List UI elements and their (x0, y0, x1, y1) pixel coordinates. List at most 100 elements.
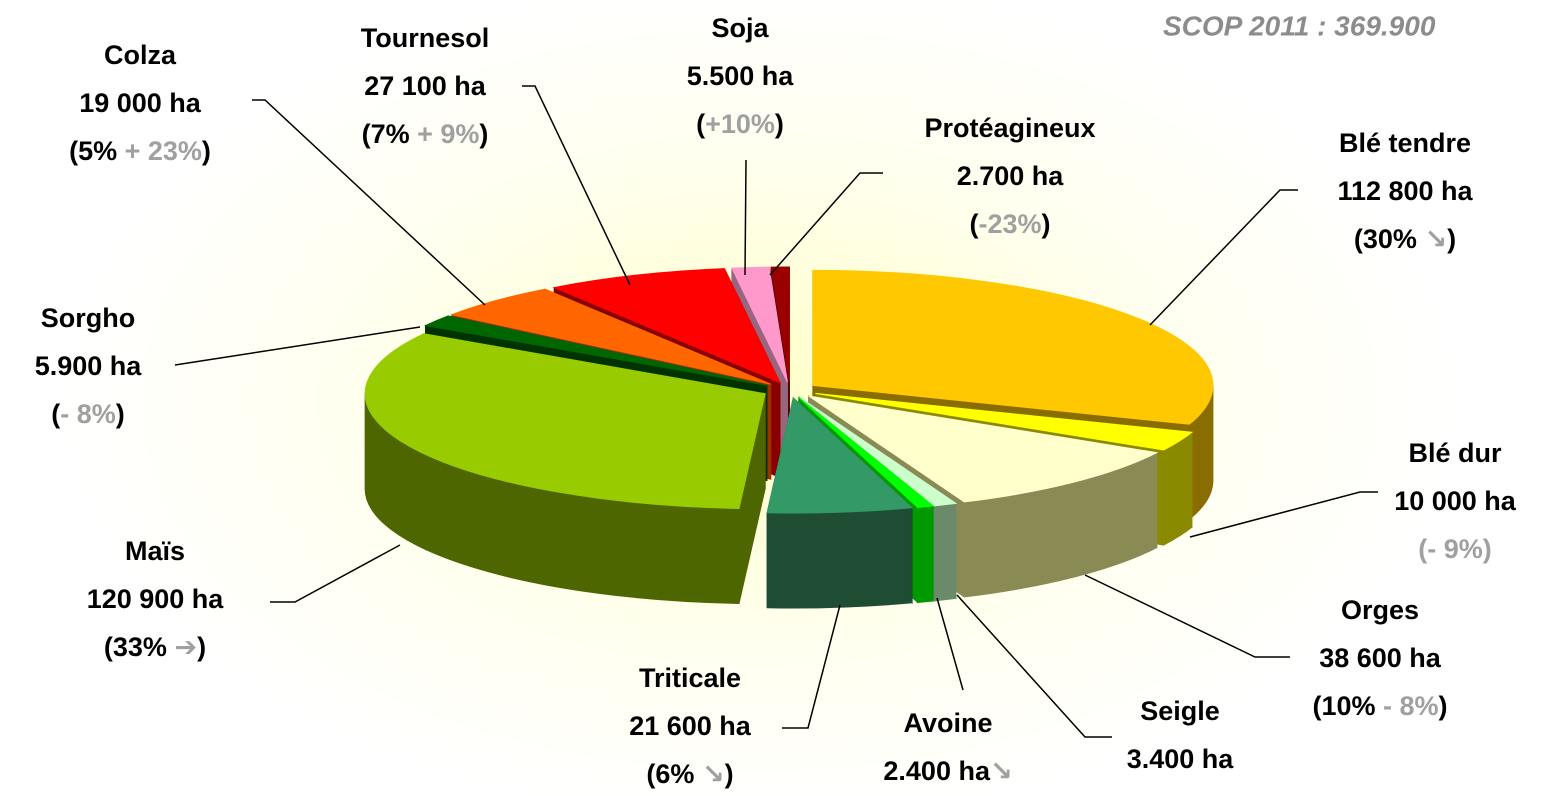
detail-part: ( (696, 109, 705, 139)
value-label: 112 800 ha (1337, 176, 1473, 206)
value-label: 3.400 ha (1127, 744, 1235, 774)
slice (770, 266, 790, 383)
detail-label: (- 9%) (1418, 534, 1492, 564)
leader-line (769, 172, 883, 276)
leader-line (1149, 189, 1298, 326)
detail-label: (10% - 8%) (1312, 691, 1447, 721)
detail-part: ) (775, 109, 784, 139)
detail-part: ↘ (1424, 224, 1447, 254)
slice (799, 397, 958, 507)
category-label: Blé tendre (1339, 128, 1471, 158)
detail-label: (- 8%) (51, 399, 125, 429)
detail-part: ➔ (174, 632, 197, 662)
value-text: 21 600 ha (629, 711, 752, 741)
detail-part: ( (51, 399, 60, 429)
detail-label: (6% ↘) (646, 759, 733, 789)
category-label: Tournesol (361, 23, 490, 53)
category-label: Avoine (903, 708, 992, 738)
slice (731, 266, 788, 383)
chart-title: SCOP 2011 : 369.900 (1163, 10, 1436, 41)
detail-part: ) (1042, 209, 1051, 239)
leader-line (252, 99, 486, 306)
detail-part: +10% (705, 109, 775, 139)
detail-part: ) (197, 632, 206, 662)
leader-line (744, 159, 747, 276)
slice (766, 397, 914, 514)
category-label: Sorgho (41, 303, 136, 333)
leader-line (270, 544, 401, 603)
leader-line (1084, 574, 1290, 658)
category-label: Maïs (125, 536, 185, 566)
category-label: Colza (104, 40, 177, 70)
leader-line (936, 597, 964, 691)
detail-part: - 8% (1383, 691, 1439, 721)
category-label: Protéagineux (924, 113, 1095, 143)
value-text: 2.700 ha (957, 161, 1065, 191)
value-text: 5.900 ha (35, 351, 143, 381)
leader-line (956, 594, 1112, 738)
detail-part: (30% (1354, 224, 1425, 254)
value-text: 3.400 ha (1127, 744, 1235, 774)
value-label: 5.500 ha (687, 61, 795, 91)
slice (450, 288, 771, 385)
detail-part: (- 9%) (1418, 534, 1492, 564)
leader-line (782, 604, 841, 729)
detail-part: ( (969, 209, 978, 239)
slice (815, 392, 1194, 451)
slice (808, 395, 1159, 503)
category-label: Triticale (639, 663, 741, 693)
slice (798, 397, 935, 508)
detail-label: (30% ↘) (1354, 224, 1456, 254)
value-label: 38 600 ha (1319, 643, 1442, 673)
slice (423, 315, 767, 386)
detail-part: (6% (646, 759, 702, 789)
value-text: 19 000 ha (79, 88, 202, 118)
value-label: 120 900 ha (87, 584, 225, 614)
detail-part: + 23% (125, 136, 202, 166)
detail-label: (5% + 23%) (69, 136, 211, 166)
slice-side (766, 507, 913, 609)
value-label: 19 000 ha (79, 88, 202, 118)
detail-part: (33% (104, 632, 175, 662)
detail-label: (-23%) (969, 209, 1050, 239)
detail-part: (10% (1312, 691, 1383, 721)
value-label: 27 100 ha (364, 71, 487, 101)
detail-part: ) (1439, 691, 1448, 721)
category-label: Orges (1341, 595, 1419, 625)
detail-part: ↘ (702, 759, 725, 789)
detail-part: ) (1447, 224, 1456, 254)
value-text: 27 100 ha (364, 71, 487, 101)
value-text: 120 900 ha (87, 584, 225, 614)
detail-label: (7% + 9%) (362, 119, 489, 149)
detail-label: (+10%) (696, 109, 784, 139)
slice (812, 269, 1214, 425)
value-label: 10 000 ha (1394, 486, 1517, 516)
detail-part: + 9% (417, 119, 479, 149)
slice-side (933, 502, 957, 602)
detail-part: ) (116, 399, 125, 429)
value-label: 5.900 ha (35, 351, 143, 381)
detail-part: ) (202, 136, 211, 166)
detail-part: (7% (362, 119, 418, 149)
leader-line (1189, 491, 1378, 538)
detail-part: -23% (978, 209, 1041, 239)
detail-part: ) (725, 759, 734, 789)
value-label: 2.700 ha (957, 161, 1065, 191)
category-label: Seigle (1140, 696, 1220, 726)
leader-line (522, 85, 631, 286)
slice-side (917, 505, 934, 603)
value-text: 112 800 ha (1337, 176, 1473, 206)
value-text: 10 000 ha (1394, 486, 1517, 516)
detail-part: - 8% (60, 399, 116, 429)
value-label: 21 600 ha (629, 711, 752, 741)
slice (552, 268, 781, 384)
value-label: 2.400 ha↘ (883, 756, 1012, 786)
detail-label: (33% ➔) (104, 632, 206, 662)
value-text: 2.400 ha (883, 756, 991, 786)
category-label: Blé dur (1408, 438, 1502, 468)
leader-line (174, 326, 421, 366)
slice (364, 333, 766, 509)
detail-part: (5% (69, 136, 125, 166)
category-label: Soja (711, 13, 769, 43)
